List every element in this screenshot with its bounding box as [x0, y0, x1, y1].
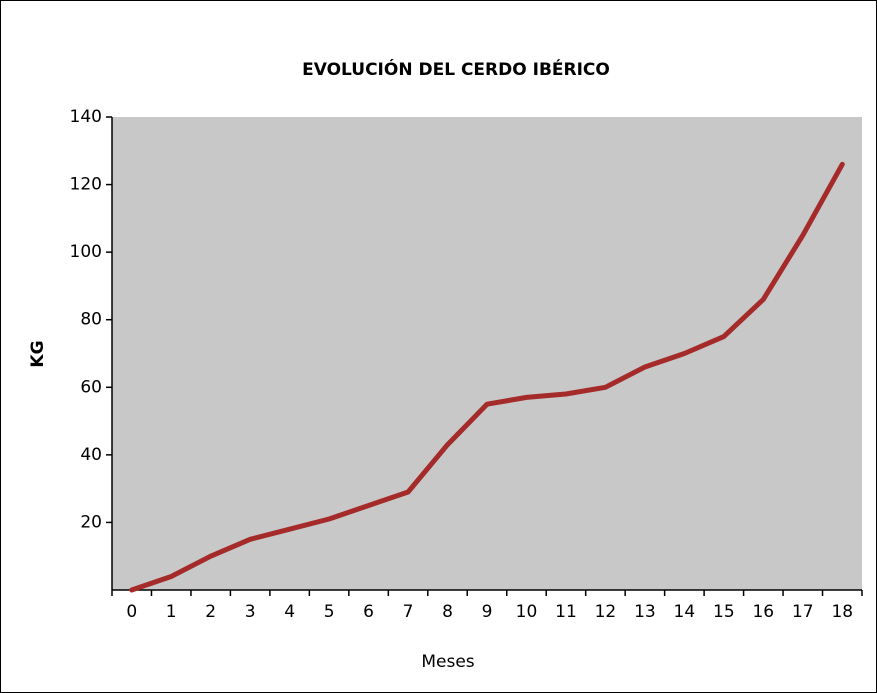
x-tick-label: 0: [126, 602, 137, 622]
y-axis-title: KG: [28, 340, 48, 367]
x-tick-label: 7: [403, 602, 414, 622]
x-tick-label: 1: [166, 602, 177, 622]
x-tick-label: 5: [324, 602, 335, 622]
y-tick-label: 40: [80, 445, 102, 465]
y-tick-label: 120: [70, 175, 102, 195]
data-line: [129, 161, 845, 593]
y-tick-label: 100: [70, 242, 102, 262]
x-tick-label: 15: [713, 602, 735, 622]
x-tick-label: 13: [634, 602, 656, 622]
y-tick-label: 80: [80, 310, 102, 330]
x-tick-label: 10: [516, 602, 538, 622]
y-tick-label: 140: [70, 107, 102, 127]
x-tick-label: 3: [245, 602, 256, 622]
x-tick-label: 11: [555, 602, 577, 622]
x-tick-label: 16: [752, 602, 774, 622]
x-tick-label: 12: [595, 602, 617, 622]
chart-title: EVOLUCIÓN DEL CERDO IBÉRICO: [302, 58, 610, 80]
x-tick-label: 9: [482, 602, 493, 622]
x-tick-label: 2: [205, 602, 216, 622]
x-tick-label: 18: [831, 602, 853, 622]
x-tick-label: 17: [792, 602, 814, 622]
x-tick-label: 8: [442, 602, 453, 622]
plot-area: [112, 117, 862, 590]
x-tick-label: 4: [284, 602, 295, 622]
x-tick-label: 6: [363, 602, 374, 622]
x-axis-title: Meses: [421, 652, 474, 672]
y-tick-label: 60: [80, 377, 102, 397]
x-tick-label: 14: [674, 602, 696, 622]
y-tick-label: 20: [80, 512, 102, 532]
